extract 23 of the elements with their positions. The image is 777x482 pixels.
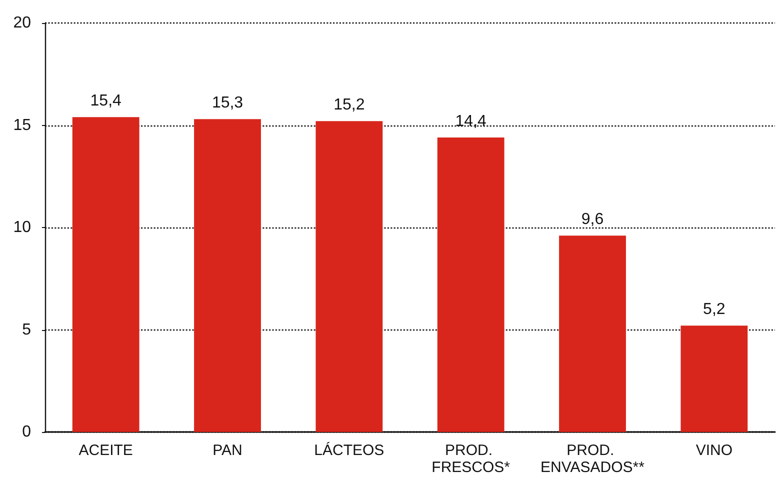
data-label: 14,4 xyxy=(455,113,487,130)
bar xyxy=(559,236,626,432)
y-tick-label: 0 xyxy=(22,424,32,440)
x-tick-label: PAN xyxy=(212,442,242,459)
x-tick-label: ACEITE xyxy=(78,442,133,459)
x-tick-label: VINO xyxy=(696,442,733,459)
y-tick-label: 10 xyxy=(13,219,32,236)
bar xyxy=(680,326,748,432)
bar xyxy=(72,117,140,432)
x-tick-label: LÁCTEOS xyxy=(314,441,384,459)
data-label: 15,3 xyxy=(212,94,244,112)
bar xyxy=(194,119,261,432)
data-label: 5,2 xyxy=(703,301,726,318)
bar xyxy=(437,138,504,432)
x-tick-label: PROD. ENVASADOS** xyxy=(540,442,645,476)
y-tick-label: 5 xyxy=(22,321,32,338)
data-label: 9,6 xyxy=(581,211,604,228)
y-tick-label: 15 xyxy=(13,116,32,134)
bar xyxy=(316,121,383,432)
data-label: 15,4 xyxy=(90,92,122,110)
y-tick-label: 20 xyxy=(13,14,32,32)
x-tick-label: PROD. FRESCOS* xyxy=(432,442,510,476)
data-label: 15,2 xyxy=(334,96,365,114)
